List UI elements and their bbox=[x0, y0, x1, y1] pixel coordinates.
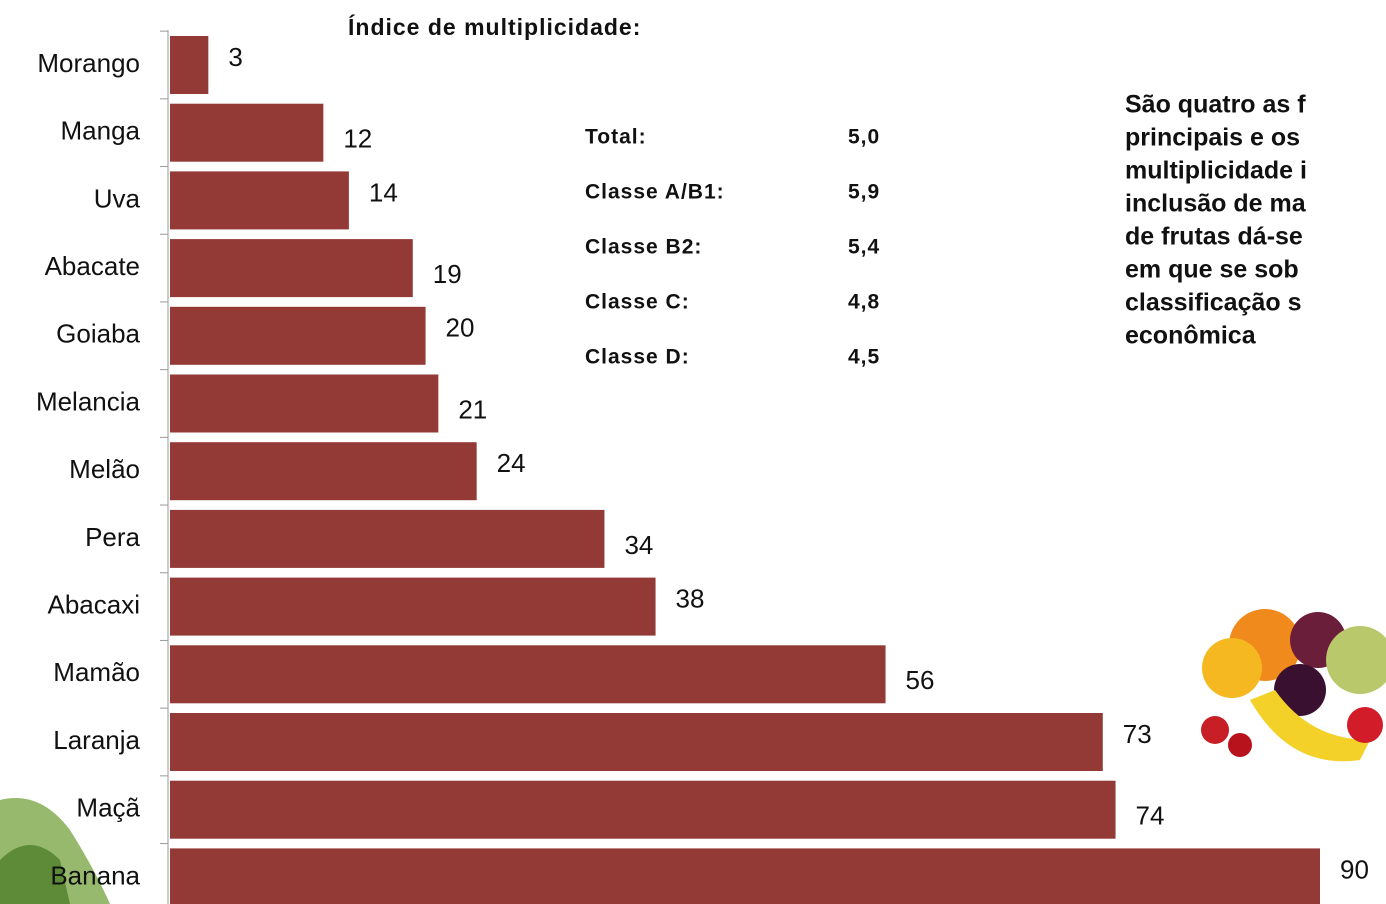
note-line: classificação s bbox=[1125, 289, 1302, 317]
data-label: 34 bbox=[624, 530, 653, 560]
y-tick-label: Morango bbox=[37, 48, 140, 78]
stat-value: 4,8 bbox=[848, 291, 880, 314]
y-tick-label: Melão bbox=[69, 454, 140, 484]
y-tick-label: Banana bbox=[50, 860, 140, 890]
stat-label: Classe A/B1: bbox=[585, 181, 725, 204]
note-line: multiplicidade i bbox=[1125, 157, 1307, 185]
y-tick-label: Abacaxi bbox=[48, 589, 141, 619]
stat-label: Classe C: bbox=[585, 291, 690, 314]
bar bbox=[170, 713, 1103, 771]
data-label: 14 bbox=[369, 177, 398, 207]
stat-value: 4,5 bbox=[848, 346, 880, 369]
stat-value: 5,0 bbox=[848, 126, 880, 149]
bar bbox=[170, 848, 1320, 904]
data-label: 56 bbox=[906, 665, 935, 695]
y-tick-label: Mamão bbox=[53, 657, 140, 687]
y-tick-label: Melancia bbox=[36, 386, 141, 416]
data-label: 20 bbox=[446, 313, 475, 343]
y-tick-label: Goiaba bbox=[56, 319, 140, 349]
y-tick-label: Manga bbox=[61, 116, 141, 146]
bar bbox=[170, 375, 438, 433]
data-label: 38 bbox=[676, 583, 705, 613]
y-tick-label: Pera bbox=[85, 522, 140, 552]
bar bbox=[170, 104, 323, 162]
y-tick-label: Maçã bbox=[76, 793, 140, 823]
bar bbox=[170, 442, 477, 500]
data-label: 21 bbox=[458, 394, 487, 424]
bar bbox=[170, 239, 413, 297]
note-line: econômica bbox=[1125, 322, 1257, 350]
data-label: 3 bbox=[228, 42, 242, 72]
bar bbox=[170, 171, 349, 229]
chart: Índice de multiplicidade: Morango 3 Manga 1… bbox=[0, 0, 1386, 904]
y-tick-label: Laranja bbox=[53, 725, 140, 755]
chart-title: Índice de multiplicidade: bbox=[348, 13, 641, 40]
stat-label: Classe B2: bbox=[585, 236, 702, 259]
stat-label: Total: bbox=[585, 126, 647, 149]
bar bbox=[170, 307, 426, 365]
bar bbox=[170, 510, 604, 568]
stat-value: 5,9 bbox=[848, 181, 880, 204]
y-tick-label: Uva bbox=[94, 183, 141, 213]
stat-value: 5,4 bbox=[848, 236, 880, 259]
note-line: de frutas dá-se bbox=[1125, 223, 1303, 251]
page: {"chart_data": {"type": "bar", "orientat… bbox=[0, 0, 1386, 904]
data-label: 24 bbox=[497, 448, 526, 478]
data-label: 74 bbox=[1136, 801, 1165, 831]
bar bbox=[170, 781, 1116, 839]
data-label: 90 bbox=[1340, 854, 1369, 884]
bar bbox=[170, 578, 656, 636]
note-line: em que se sob bbox=[1125, 256, 1299, 284]
stat-label: Classe D: bbox=[585, 346, 690, 369]
data-label: 73 bbox=[1123, 719, 1152, 749]
data-label: 19 bbox=[433, 259, 462, 289]
note-line: principais e os bbox=[1125, 124, 1300, 152]
bar bbox=[170, 645, 886, 703]
fruit-image bbox=[1201, 609, 1386, 761]
note-line: São quatro as f bbox=[1125, 91, 1306, 119]
data-label: 12 bbox=[343, 124, 372, 154]
y-tick-label: Abacate bbox=[45, 251, 140, 281]
note-line: inclusão de ma bbox=[1125, 190, 1307, 218]
bar bbox=[170, 36, 208, 94]
